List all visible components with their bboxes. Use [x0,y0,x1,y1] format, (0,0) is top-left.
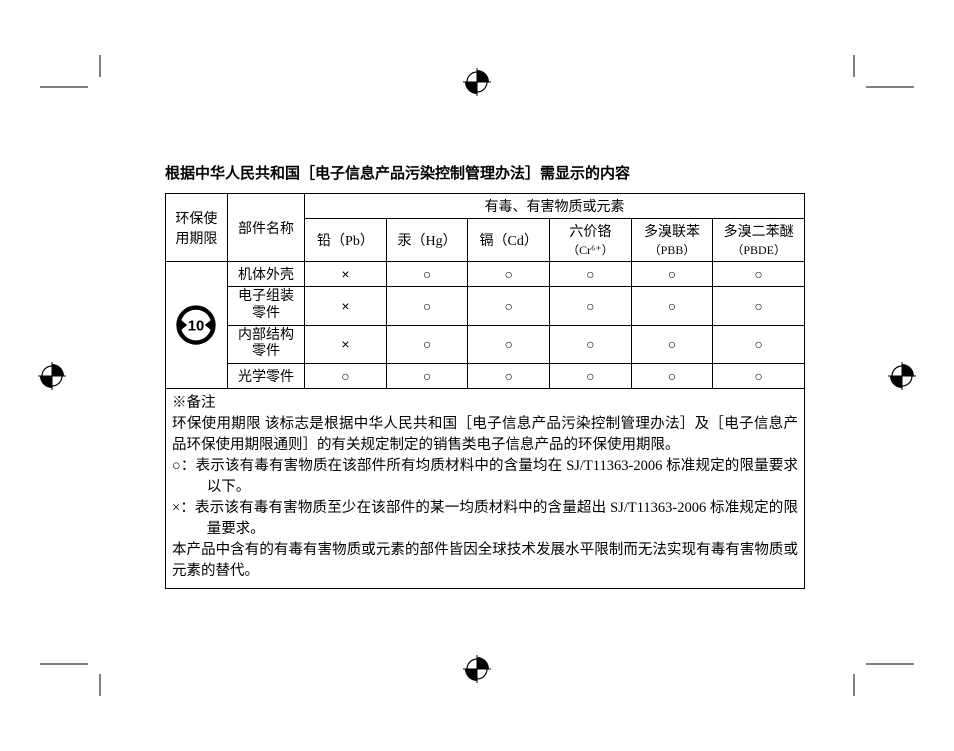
cell: ○ [468,287,550,326]
cell: × [305,287,387,326]
note-cross: ×：表示该有毒有害物质至少在该部件的某一均质材料中的含量超出 SJ/T11363… [172,498,798,540]
note-footer: 本产品中含有的有毒有害物质或元素的部件皆因全球技术发展水平限制而无法实现有毒有害… [172,540,798,582]
note-epup: 环保使用期限 该标志是根据中华人民共和国［电子信息产品污染控制管理办法］及［电子… [172,414,798,456]
th-pbb: 多溴联苯（PBB） [631,219,713,262]
notes-box: ※备注 环保使用期限 该标志是根据中华人民共和国［电子信息产品污染控制管理办法］… [165,389,805,589]
cell: × [305,325,387,364]
cell: ○ [631,262,713,287]
table-row: 内部结构零件 × ○ ○ ○ ○ ○ [166,325,805,364]
th-partname: 部件名称 [227,194,304,262]
part-name: 光学零件 [227,364,304,389]
cell: ○ [550,325,632,364]
substances-table: 环保使用期限 部件名称 有毒、有害物质或元素 铅（Pb） 汞（Hg） 镉（Cd）… [165,193,805,389]
cell: ○ [550,262,632,287]
cell: × [305,262,387,287]
th-hg: 汞（Hg） [386,219,468,262]
crop-mark-bl [40,651,110,696]
cell: ○ [713,325,805,364]
cell: ○ [386,325,468,364]
part-name: 电子组装零件 [227,287,304,326]
table-row: 光学零件 ○ ○ ○ ○ ○ ○ [166,364,805,389]
cell: ○ [386,262,468,287]
part-name: 机体外壳 [227,262,304,287]
registration-mark-top [463,68,491,96]
cell: ○ [713,262,805,287]
epup-cell: 10 [166,262,228,389]
cell: ○ [386,364,468,389]
registration-mark-left [38,362,66,390]
page-content: 根据中华人民共和国［电子信息产品污染控制管理办法］需显示的内容 环保使用期限 部… [165,162,805,589]
cell: ○ [468,325,550,364]
th-pbde: 多溴二苯醚（PBDE） [713,219,805,262]
crop-mark-tr [844,55,914,100]
cell: ○ [631,364,713,389]
th-cr6: 六价铬（Cr⁶⁺） [550,219,632,262]
note-circle: ○：表示该有毒有害物质在该部件所有均质材料中的含量均在 SJ/T11363-20… [172,456,798,498]
th-epup: 环保使用期限 [166,194,228,262]
page-title: 根据中华人民共和国［电子信息产品污染控制管理办法］需显示的内容 [165,162,805,183]
th-pb: 铅（Pb） [305,219,387,262]
th-cd: 镉（Cd） [468,219,550,262]
th-group: 有毒、有害物质或元素 [305,194,805,219]
table-row: 10 机体外壳 × ○ ○ ○ ○ ○ [166,262,805,287]
cell: ○ [550,287,632,326]
svg-text:10: 10 [188,318,205,334]
cell: ○ [713,364,805,389]
cell: ○ [468,262,550,287]
cell: ○ [468,364,550,389]
epup-10-icon: 10 [175,304,217,346]
cell: ○ [713,287,805,326]
registration-mark-right [888,362,916,390]
crop-mark-br [844,651,914,696]
cell: ○ [305,364,387,389]
cell: ○ [631,325,713,364]
cell: ○ [550,364,632,389]
note-header: ※备注 [172,393,798,414]
cell: ○ [631,287,713,326]
cell: ○ [386,287,468,326]
registration-mark-bottom [463,655,491,683]
part-name: 内部结构零件 [227,325,304,364]
crop-mark-tl [40,55,110,100]
table-row: 电子组装零件 × ○ ○ ○ ○ ○ [166,287,805,326]
